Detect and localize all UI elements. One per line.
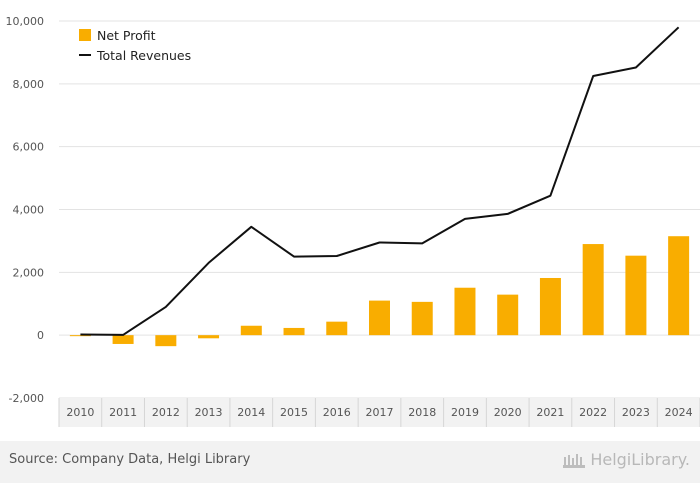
x-tick-label: 2013: [195, 406, 223, 419]
x-axis-band: 2010 2011 2012 2013 2014 2015 2016 2017 2018 2019…: [58, 398, 700, 427]
source-note: Source: Company Data, Helgi Library: [9, 452, 251, 467]
legend-total-revenues-label: Total Revenues: [96, 48, 191, 63]
net-profit-bar: [155, 335, 177, 347]
net-profit-bar: [69, 335, 91, 337]
x-tick-label: 2012: [152, 406, 180, 419]
x-tick-label: 2020: [494, 406, 522, 419]
net-profit-bar: [369, 300, 390, 336]
x-axis-background: [59, 398, 700, 427]
x-tick-label: 2018: [408, 406, 436, 419]
net-profit-bar: [411, 301, 433, 336]
y-tick-label: 10,000: [6, 15, 45, 28]
net-profit-bar: [582, 244, 604, 336]
net-profit-bar: [112, 335, 134, 344]
net-profit-bar: [539, 277, 561, 336]
x-tick-label: 2022: [579, 406, 607, 419]
library-icon: [563, 453, 586, 468]
legend-net-profit-label: Net Profit: [97, 28, 156, 43]
x-tick-label: 2014: [237, 406, 265, 419]
x-tick-label: 2019: [451, 406, 479, 419]
y-tick-label: 8,000: [13, 78, 45, 91]
x-tick-label: 2017: [366, 406, 394, 419]
x-tick-label: 2015: [280, 406, 308, 419]
footer: Source: Company Data, Helgi Library Helg…: [0, 441, 700, 483]
y-tick-label: 6,000: [13, 141, 45, 154]
legend-net-profit-swatch: [79, 29, 91, 41]
y-tick-label: 4,000: [13, 204, 45, 217]
net-profit-bar: [326, 321, 348, 336]
x-tick-label: 2016: [323, 406, 351, 419]
x-tick-label: 2010: [66, 406, 94, 419]
net-profit-bar: [668, 236, 690, 336]
net-profit-bar: [454, 287, 476, 336]
y-tick-label: 0: [37, 329, 44, 342]
y-tick-label: 2,000: [13, 266, 45, 279]
logo-text: HelgiLibrary.: [590, 450, 690, 469]
y-axis-ticks: -2,000 0 2,000 4,000 6,000 8,000 10,000: [6, 15, 45, 405]
x-tick-label: 2011: [109, 406, 137, 419]
helgi-library-logo: HelgiLibrary.: [562, 450, 690, 469]
net-profit-bar: [240, 325, 262, 336]
net-profit-bar: [625, 255, 647, 336]
net-profit-bar: [198, 335, 220, 339]
x-tick-label: 2021: [536, 406, 564, 419]
gridlines: [59, 20, 700, 399]
x-tick-label: 2024: [665, 406, 693, 419]
net-profit-bar: [283, 327, 305, 336]
legend: Net Profit Total Revenues: [79, 28, 191, 63]
total-revenues-line: [80, 26, 680, 336]
net-profit-bar: [497, 294, 519, 336]
y-tick-label: -2,000: [9, 392, 44, 405]
total-revenues-polyline: [80, 26, 680, 336]
x-tick-label: 2023: [622, 406, 650, 419]
net-profit-bars: [69, 236, 690, 347]
